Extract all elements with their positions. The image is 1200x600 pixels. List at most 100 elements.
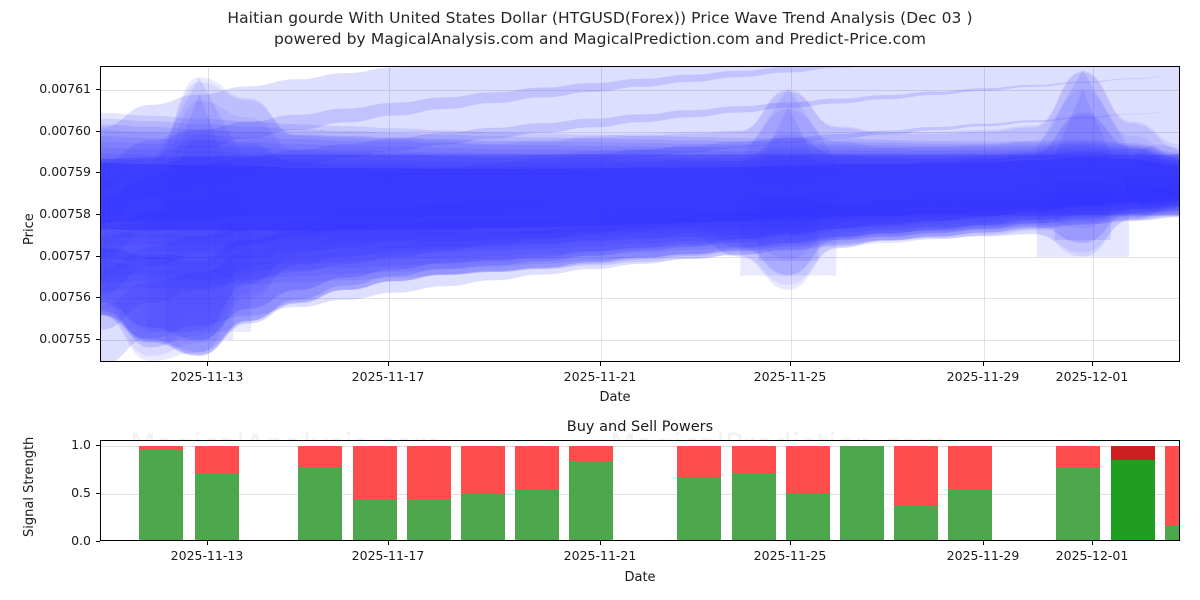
price-y-tick-mark <box>96 88 100 90</box>
sell-power-segment <box>677 445 721 479</box>
power-bar[interactable] <box>298 445 342 540</box>
sell-power-segment <box>461 445 505 494</box>
title-line-1: Haitian gourde With United States Dollar… <box>227 9 973 27</box>
price-y-axis-title: Price <box>22 213 37 245</box>
buy-sell-powers-plot <box>100 440 1180 541</box>
sell-power-segment <box>139 445 183 450</box>
power-bar[interactable] <box>461 445 505 540</box>
power-x-tick-mark <box>207 541 208 545</box>
price-x-tick-mark <box>983 362 984 366</box>
buy-power-segment <box>1111 460 1155 540</box>
power-y-tick-label: 0.5 <box>71 484 91 500</box>
power-x-axis-title: Date <box>624 570 656 585</box>
price-x-tick-label: 2025-11-25 <box>753 369 827 384</box>
sell-power-segment <box>407 445 451 499</box>
buy-power-segment <box>786 493 830 540</box>
sell-power-segment <box>1165 445 1179 526</box>
power-x-tick-mark <box>388 541 389 545</box>
sell-power-segment <box>569 445 613 462</box>
power-bar[interactable] <box>677 445 721 540</box>
price-gridline-v <box>984 67 985 361</box>
buy-power-segment <box>515 490 559 540</box>
power-gridlines <box>101 441 1179 540</box>
power-x-tick-label: 2025-11-29 <box>946 548 1020 563</box>
power-bar[interactable] <box>840 445 884 540</box>
page-title: Haitian gourde With United States Dollar… <box>0 8 1200 50</box>
price-gridline-h <box>101 131 1179 133</box>
sell-power-segment <box>1111 445 1155 461</box>
price-y-tick-label: 0.00759 <box>39 164 91 180</box>
buy-power-segment <box>139 449 183 540</box>
price-x-tick-label: 2025-11-17 <box>351 369 425 384</box>
power-x-tick-mark <box>983 541 984 545</box>
buy-power-segment <box>569 461 613 540</box>
price-gridline-h <box>101 298 1179 300</box>
power-y-axis-title: Signal Strength <box>22 436 37 537</box>
power-bar[interactable] <box>569 445 613 540</box>
power-x-tick-mark <box>790 541 791 545</box>
price-y-tick-mark <box>96 214 100 215</box>
price-x-tick-mark <box>207 362 208 366</box>
power-bar[interactable] <box>353 445 397 540</box>
power-x-tick-label: 2025-11-13 <box>170 548 244 563</box>
price-x-tick-mark <box>600 362 601 366</box>
price-wave-plot <box>100 66 1180 362</box>
sell-power-segment <box>353 445 397 499</box>
buy-power-segment <box>298 466 342 540</box>
price-y-tick-label: 0.00758 <box>39 206 91 221</box>
buy-power-segment <box>353 498 397 540</box>
sell-power-segment <box>732 445 776 473</box>
power-y-tick-label: 0.0 <box>71 533 91 548</box>
price-y-tick-mark <box>96 130 100 132</box>
price-gridline-v <box>1093 67 1094 361</box>
wave-band-rising-5 <box>101 67 855 188</box>
power-x-tick-mark <box>1092 541 1093 545</box>
power-bar[interactable] <box>894 445 938 540</box>
wave-band-rising-3 <box>101 75 1179 259</box>
sell-power-segment <box>298 445 342 467</box>
wave-band-rising-2 <box>101 110 1179 295</box>
power-bar-group <box>101 441 1179 540</box>
buy-power-segment <box>732 472 776 540</box>
power-y-tick-mark <box>96 444 100 446</box>
buy-power-segment <box>840 445 884 540</box>
power-bar[interactable] <box>195 445 239 540</box>
power-x-tick-label: 2025-11-21 <box>563 548 637 563</box>
price-gridline-h <box>101 256 1179 258</box>
price-y-tick-label: 0.00760 <box>39 122 91 138</box>
wave-band-rising-4 <box>101 67 1179 224</box>
power-bar[interactable] <box>139 445 183 540</box>
power-y-tick-mark <box>96 492 100 494</box>
sell-power-segment <box>515 445 559 490</box>
power-y-tick-label: 1.0 <box>71 436 91 452</box>
price-y-tick-mark <box>96 297 100 299</box>
power-bar[interactable] <box>732 445 776 540</box>
power-bar[interactable] <box>1111 445 1155 540</box>
buy-power-segment <box>677 478 721 540</box>
price-x-tick-mark <box>1092 362 1093 366</box>
sell-power-segment <box>1056 445 1100 467</box>
price-y-tick-label: 0.00756 <box>39 289 91 305</box>
power-bar[interactable] <box>948 445 992 540</box>
sell-power-segment <box>786 445 830 494</box>
buy-power-segment <box>1165 525 1179 540</box>
power-bar[interactable] <box>1056 445 1100 540</box>
price-y-tick-mark <box>96 172 100 174</box>
price-x-tick-label: 2025-12-01 <box>1055 369 1129 384</box>
price-y-tick-mark <box>96 255 100 257</box>
price-x-tick-label: 2025-11-21 <box>563 369 637 384</box>
title-line-2: powered by MagicalAnalysis.com and Magic… <box>273 30 927 48</box>
power-bar[interactable] <box>407 445 451 540</box>
buy-power-segment <box>894 506 938 540</box>
price-y-tick-mark <box>96 339 100 341</box>
wave-band-spine <box>101 157 1179 231</box>
power-bar[interactable] <box>786 445 830 540</box>
power-subplot-title: Buy and Sell Powers <box>566 419 714 435</box>
price-wave-bands <box>101 67 1179 361</box>
price-x-tick-label: 2025-11-29 <box>946 369 1020 384</box>
price-x-tick-mark <box>388 362 389 366</box>
power-bar[interactable] <box>1165 445 1179 540</box>
buy-power-segment <box>1056 466 1100 540</box>
power-x-tick-label: 2025-11-17 <box>351 548 425 563</box>
power-bar[interactable] <box>515 445 559 540</box>
